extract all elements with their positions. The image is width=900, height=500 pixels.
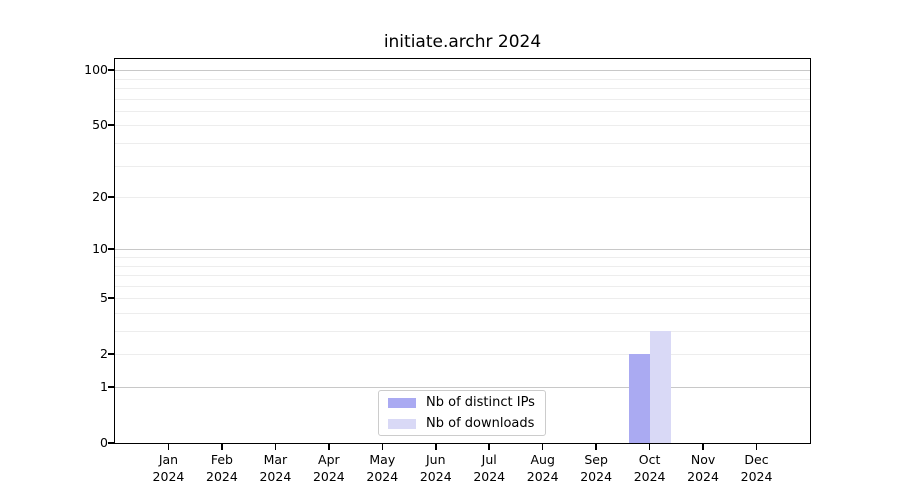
minor-gridline — [115, 257, 810, 258]
x-tick-mark — [435, 444, 437, 450]
minor-gridline — [115, 166, 810, 167]
x-tick-mark — [541, 444, 544, 450]
chart-title: initiate.archr 2024 — [383, 32, 542, 52]
x-tick-mark — [488, 444, 490, 450]
minor-gridline — [115, 143, 810, 144]
major-gridline — [115, 70, 810, 71]
y-tick-mark — [108, 386, 114, 388]
y-tick-mark — [108, 297, 114, 299]
y-tick-label: 1 — [100, 379, 108, 394]
x-tick-label: Feb 2024 — [206, 452, 238, 484]
minor-gridline — [115, 79, 810, 80]
x-tick-label: Sep 2024 — [580, 452, 613, 484]
y-tick-label: 20 — [92, 189, 108, 205]
minor-gridline — [115, 354, 810, 355]
y-tick-label: 100 — [84, 62, 108, 78]
y-tick-label: 10 — [92, 241, 108, 257]
downloads-swatch — [388, 418, 416, 429]
minor-gridline — [115, 313, 810, 314]
plot-area — [114, 58, 811, 444]
minor-gridline — [115, 286, 810, 287]
minor-gridline — [115, 197, 810, 198]
y-tick-label: 5 — [100, 290, 108, 306]
major-gridline — [115, 249, 810, 250]
x-tick-mark — [274, 444, 277, 450]
major-gridline — [115, 387, 810, 388]
legend-label: Nb of downloads — [426, 416, 535, 431]
minor-gridline — [115, 111, 810, 112]
x-tick-label: Oct 2024 — [633, 452, 666, 484]
x-tick-mark — [648, 444, 651, 450]
x-tick-label: Jun 2024 — [419, 452, 452, 484]
x-tick-mark — [702, 444, 704, 450]
y-tick-mark — [108, 442, 114, 444]
x-tick-mark — [167, 444, 170, 450]
x-tick-mark — [328, 444, 330, 450]
y-tick-mark — [108, 124, 114, 126]
legend-item-downloads: Nb of downloads — [388, 415, 545, 432]
minor-gridline — [115, 125, 810, 126]
x-tick-mark — [595, 444, 597, 450]
x-tick-label: Mar 2024 — [259, 452, 292, 484]
distinct-ips-swatch — [388, 397, 416, 408]
x-tick-mark — [221, 444, 223, 450]
y-tick-mark — [108, 353, 114, 355]
minor-gridline — [115, 266, 810, 267]
x-tick-label: Dec 2024 — [740, 452, 773, 484]
x-tick-label: Aug 2024 — [526, 452, 559, 484]
y-tick-label: 2 — [100, 346, 108, 362]
x-tick-label: Jan 2024 — [152, 452, 185, 484]
legend-item-distinct-ips: Nb of distinct IPs — [388, 394, 545, 411]
x-tick-label: Apr 2024 — [312, 452, 345, 484]
y-tick-mark — [108, 196, 114, 198]
y-tick-label: 0 — [100, 435, 108, 450]
y-tick-mark — [108, 248, 114, 250]
y-tick-mark — [108, 69, 114, 71]
bar-nb-of-downloads — [649, 331, 671, 443]
minor-gridline — [115, 88, 810, 89]
legend: Nb of distinct IPs Nb of downloads — [378, 390, 546, 436]
y-tick-label: 50 — [92, 117, 108, 133]
bar-nb-of-distinct-ips — [628, 354, 650, 443]
x-tick-label: Nov 2024 — [687, 452, 719, 484]
legend-label: Nb of distinct IPs — [426, 395, 535, 410]
minor-gridline — [115, 331, 810, 332]
minor-gridline — [115, 298, 810, 299]
x-tick-label: May 2024 — [366, 452, 399, 484]
x-tick-label: Jul 2024 — [473, 452, 506, 484]
minor-gridline — [115, 99, 810, 100]
minor-gridline — [115, 275, 810, 276]
x-tick-mark — [755, 444, 758, 450]
x-tick-mark — [381, 444, 384, 450]
